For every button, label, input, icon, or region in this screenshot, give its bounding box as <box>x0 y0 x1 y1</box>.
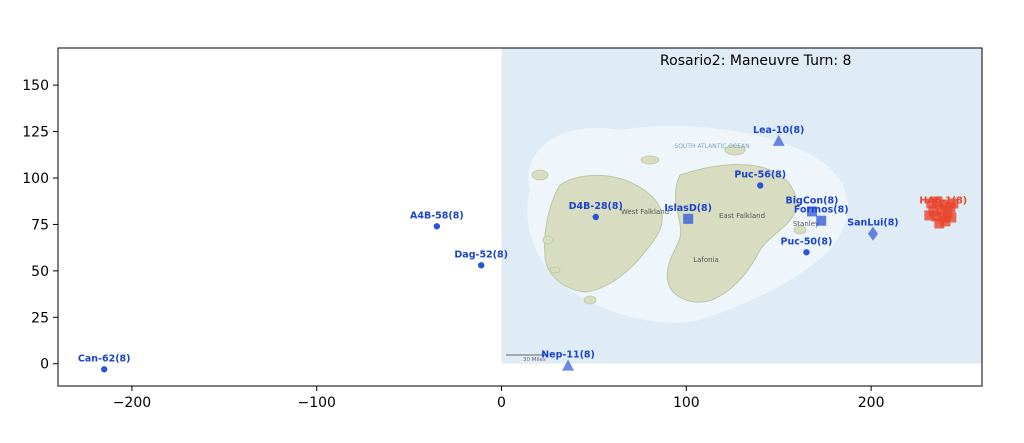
unit-marker-islasd-8- <box>683 213 694 224</box>
unit-label: Formos(8) <box>794 205 849 216</box>
unit-marker-ha6-1-8- <box>932 196 943 207</box>
x-tick-label: 200 <box>858 395 885 411</box>
x-axis: −200 −100 0 100 200 <box>113 386 885 411</box>
y-tick-label: 75 <box>31 217 49 233</box>
unit-marker-a4b-58-8- <box>433 223 441 230</box>
falklands-map-background: SOUTH ATLANTIC OCEAN West Falkland East Fa… <box>501 48 982 364</box>
unit-marker-puc-50-8- <box>803 249 810 256</box>
map-scale-label: 30 Miles <box>523 357 546 363</box>
small-island <box>549 266 561 274</box>
unit-marker-ha6-1-8- <box>934 218 945 229</box>
unit-marker-formos-8- <box>816 215 827 226</box>
unit-marker-ha6-1-8- <box>931 211 942 222</box>
unit-label: BigCon(8) <box>786 195 839 206</box>
unit-marker-dag-52-8- <box>477 262 485 269</box>
unit-marker-bigcon-8- <box>806 206 817 217</box>
small-island <box>724 144 746 156</box>
unit-label: Dag-52(8) <box>454 249 508 260</box>
unit-label: Puc-56(8) <box>734 169 786 180</box>
small-island <box>531 169 549 181</box>
small-island <box>640 155 660 165</box>
unit-marker-ha6-1-8- <box>924 210 935 221</box>
unit-marker-ha6-1-8- <box>940 216 951 227</box>
unit-marker-ha6-1-8- <box>946 212 957 223</box>
unit-marker-ha6-1-8- <box>926 198 937 209</box>
y-tick-label: 50 <box>31 264 49 280</box>
unit-marker-nep-11-8- <box>562 359 575 371</box>
unit-marker-ha6-1-8- <box>948 198 959 209</box>
unit-marker-can-62-8- <box>101 366 108 373</box>
unit-marker-puc-56-8- <box>757 182 764 189</box>
y-axis: 0 25 50 75 100 125 150 <box>22 78 58 373</box>
y-tick-label: 25 <box>31 310 49 326</box>
axes-frame <box>57 47 983 387</box>
unit-marker-ha6-1-8- <box>936 204 947 215</box>
y-tick-label: 0 <box>40 357 49 373</box>
map-place-label: Stanley <box>793 220 819 228</box>
unit-marker-sanlui-8- <box>867 226 878 241</box>
map-ocean-label: SOUTH ATLANTIC OCEAN <box>674 143 749 150</box>
map-place-label: West Falkland <box>621 208 669 216</box>
unit-label: Puc-50(8) <box>781 236 833 247</box>
unit-marker-lea-10-8- <box>772 134 785 146</box>
west-falkland-island <box>544 175 663 293</box>
unit-label: Nep-11(8) <box>541 350 595 361</box>
unit-labels: Can-62(8) A4B-58(8) Dag-52(8) Nep-11(8) D4B-… <box>78 125 967 364</box>
map-place-label: East Falkland <box>719 212 765 220</box>
x-tick-label: −100 <box>297 395 335 411</box>
x-tick-label: 100 <box>673 395 700 411</box>
map-place-label: Lafonia <box>693 256 719 264</box>
chart-title: Rosario2: Maneuvre Turn: 8 <box>660 53 851 69</box>
unit-label: IslasD(8) <box>664 203 712 214</box>
small-island <box>583 295 597 305</box>
small-island <box>542 235 554 245</box>
unit-label: HA6-1(8) <box>919 195 967 206</box>
y-tick-label: 150 <box>22 78 49 94</box>
small-island <box>793 225 807 235</box>
unit-label: Can-62(8) <box>78 353 131 364</box>
unit-label: SanLui(8) <box>847 218 898 229</box>
y-tick-label: 100 <box>22 171 49 187</box>
east-falkland-island <box>666 164 797 303</box>
x-tick-label: 0 <box>497 395 506 411</box>
unit-label: D4B-28(8) <box>569 201 623 212</box>
x-tick-label: −200 <box>113 395 151 411</box>
unit-label: A4B-58(8) <box>410 210 464 221</box>
y-tick-label: 125 <box>22 125 49 141</box>
unit-label: Lea-10(8) <box>753 125 804 136</box>
unit-marker-d4b-28-8- <box>592 213 599 221</box>
unit-markers <box>101 134 959 373</box>
